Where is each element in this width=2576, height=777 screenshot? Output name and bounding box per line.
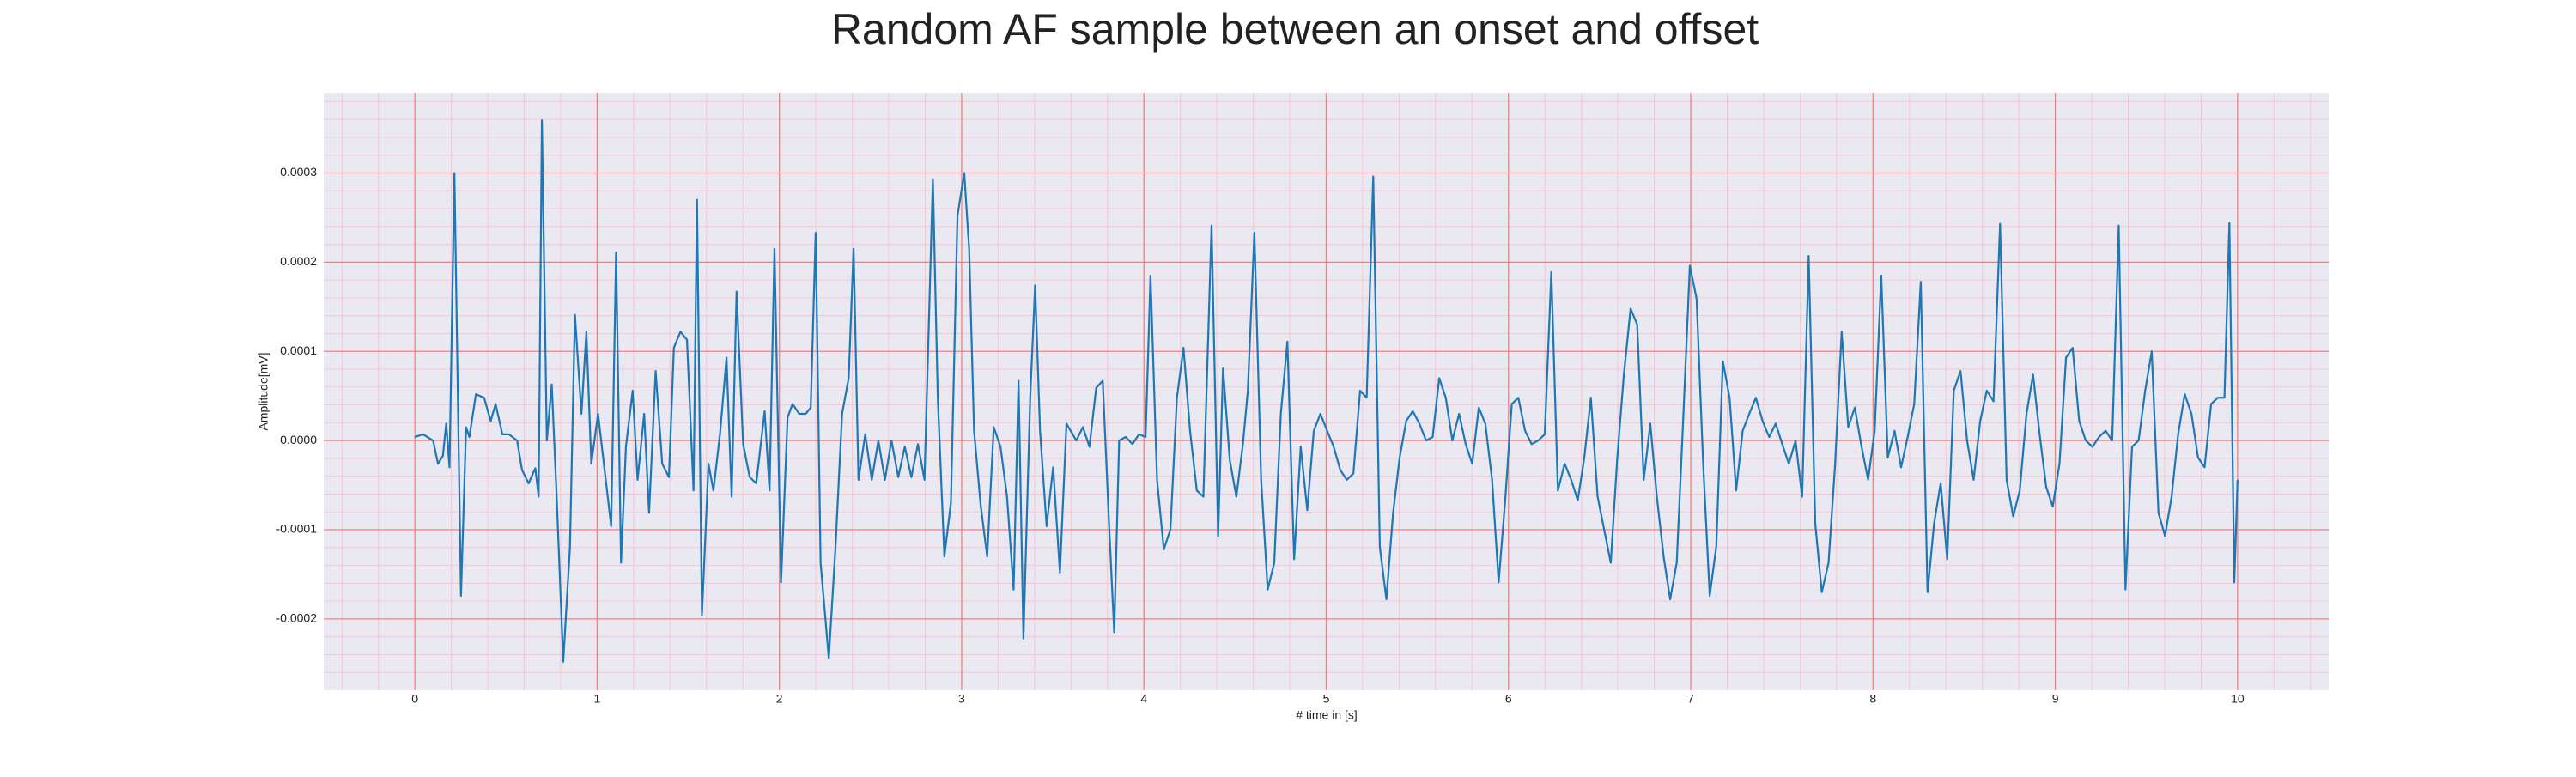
x-tick-label: 6 — [1505, 692, 1512, 706]
x-tick-label: 4 — [1140, 692, 1147, 706]
x-axis-label: # time in [s] — [1296, 708, 1358, 722]
x-tick-label: 10 — [2231, 692, 2245, 706]
y-tick-label: 0.0002 — [280, 254, 317, 268]
y-axis-label: Amplitude[mV] — [257, 352, 270, 430]
y-tick-label: 0.0003 — [280, 165, 317, 179]
x-tick-label: 5 — [1323, 692, 1330, 706]
y-tick-label: 0.0001 — [280, 343, 317, 357]
chart-title: Random AF sample between an onset and of… — [831, 5, 1759, 53]
x-tick-label: 9 — [2052, 692, 2059, 706]
x-tick-label: 0 — [411, 692, 418, 706]
y-tick-label: -0.0001 — [276, 522, 318, 536]
x-tick-label: 7 — [1687, 692, 1694, 706]
x-tick-label: 8 — [1869, 692, 1876, 706]
x-tick-label: 3 — [958, 692, 965, 706]
x-tick-label: 1 — [594, 692, 601, 706]
x-tick-label: 2 — [776, 692, 783, 706]
series-line — [414, 119, 2239, 663]
y-tick-label: -0.0002 — [276, 611, 318, 625]
y-tick-label: 0.0000 — [280, 433, 317, 446]
